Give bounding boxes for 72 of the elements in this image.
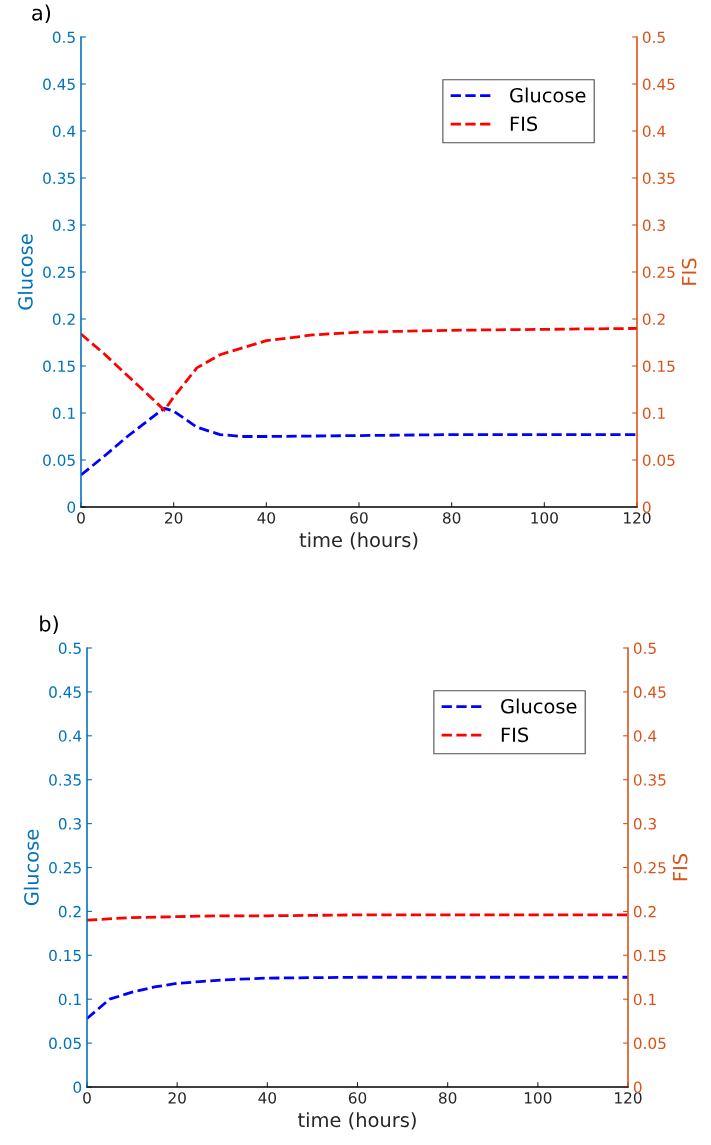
y-tick-label: 0.45: [49, 686, 81, 698]
y2-tick-label: 0.25: [642, 266, 675, 279]
y-tick-label: 0.2: [52, 313, 75, 326]
y-tick-label: 0.1: [52, 407, 75, 420]
y2-tick-label: 0.05: [633, 1037, 666, 1050]
y2-tick-label: 0.3: [642, 219, 665, 232]
y-tick-label: 0.4: [52, 125, 76, 138]
y-tick-label: 0.35: [49, 774, 81, 786]
y2-tick-label: 0.5: [633, 642, 656, 655]
legend-label: FIS: [510, 116, 538, 132]
y2-tick-label: 0.15: [633, 949, 666, 962]
y-tick-label: 0.3: [58, 818, 81, 830]
y2-tick-label: 0.25: [633, 861, 666, 874]
chart-title: a): [32, 4, 51, 24]
x-tick-label: 40: [258, 1092, 277, 1104]
legend-label: FIS: [501, 727, 529, 743]
y2-tick-label: 0.05: [642, 454, 675, 467]
y2-tick-label: 0.4: [633, 730, 657, 742]
y2-tick-label: 0: [633, 1081, 642, 1094]
y-tick-label: 0.25: [43, 266, 75, 279]
legend-label: Glucose: [501, 698, 577, 714]
y-tick-label: 0: [73, 1081, 82, 1094]
y-tick-label: 0: [67, 501, 76, 514]
y2-tick-label: 0.2: [633, 905, 656, 918]
line-series: [81, 406, 637, 477]
y-tick-label: 0.5: [58, 642, 81, 655]
line-series: [87, 975, 628, 1020]
y2-tick-label: 0.1: [642, 407, 665, 420]
x-axis-title: time (hours): [298, 1112, 416, 1130]
x-tick-label: 100: [531, 512, 558, 524]
x-tick-label: 40: [257, 512, 276, 524]
y-tick-label: 0.15: [49, 949, 81, 962]
y2-tick-label: 0.35: [642, 172, 675, 185]
x-tick-label: 120: [615, 1092, 642, 1104]
y2-tick-label: 0.45: [642, 78, 675, 91]
y-tick-label: 0.05: [49, 1037, 81, 1050]
y2-tick-label: 0.2: [642, 313, 665, 326]
x-tick-label: 0: [83, 1092, 91, 1104]
y-tick-label: 0.3: [52, 219, 75, 232]
x-tick-label: 20: [168, 1092, 186, 1104]
y-axis-title: Glucose: [23, 829, 39, 906]
y-tick-label: 0.1: [58, 993, 81, 1006]
y-tick-label: 0.15: [43, 360, 75, 373]
x-tick-label: 120: [624, 512, 651, 524]
line-series: [81, 327, 637, 412]
y2-tick-label: 0.45: [633, 686, 666, 698]
y-tick-label: 0.4: [58, 730, 82, 742]
y-tick-label: 0.5: [52, 31, 75, 44]
x-axis-title: time (hours): [299, 532, 418, 550]
y-tick-label: 0.2: [58, 905, 81, 918]
y-tick-label: 0.45: [43, 78, 75, 91]
y-tick-label: 0.25: [49, 861, 81, 874]
x-tick-label: 20: [165, 512, 183, 524]
y2-axis-title: FIS: [672, 853, 688, 881]
y-tick-label: 0.05: [43, 454, 75, 467]
y-tick-label: 0.35: [43, 172, 75, 185]
y2-tick-label: 0.3: [633, 818, 656, 830]
y2-tick-label: 0: [642, 501, 651, 514]
x-tick-label: 80: [438, 1092, 457, 1104]
y2-tick-label: 0.4: [642, 125, 666, 138]
legend-label: Glucose: [510, 87, 586, 103]
y2-tick-label: 0.1: [633, 993, 656, 1006]
x-tick-label: 80: [442, 512, 461, 524]
y2-tick-label: 0.15: [642, 360, 675, 373]
chart-title: b): [40, 615, 58, 635]
x-tick-label: 60: [348, 1092, 367, 1104]
y2-tick-label: 0.35: [633, 774, 666, 786]
x-tick-label: 100: [524, 1092, 552, 1104]
y2-axis-title: FIS: [681, 258, 697, 285]
x-tick-label: 60: [350, 512, 368, 524]
y2-tick-label: 0.5: [642, 31, 665, 44]
y-axis-title: Glucose: [17, 234, 33, 310]
